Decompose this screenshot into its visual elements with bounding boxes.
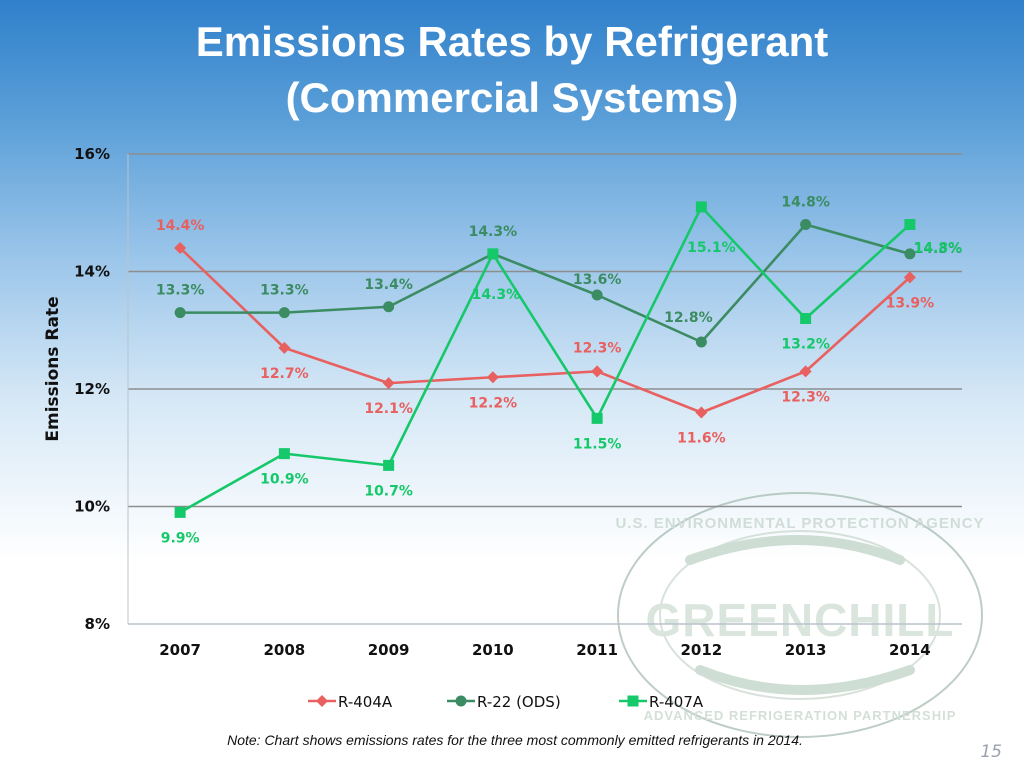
series-2-data-label: 10.9% xyxy=(260,472,309,488)
legend-label: R-407A xyxy=(649,693,704,711)
series-0-data-label: 12.7% xyxy=(260,366,309,382)
series-0-data-label: 12.3% xyxy=(781,389,830,405)
series-0-data-label: 11.6% xyxy=(677,431,726,447)
series-2-data-label: 15.1% xyxy=(687,240,736,256)
watermark-arrow-top-icon xyxy=(685,535,905,565)
series-1-data-label: 13.6% xyxy=(573,272,622,288)
series-1-data-label: 14.3% xyxy=(469,224,518,240)
x-tick-label: 2007 xyxy=(159,641,201,659)
series-0-data-label: 12.2% xyxy=(469,395,518,411)
series-2-data-label: 14.8% xyxy=(914,241,963,257)
slide-title: Emissions Rates by Refrigerant (Commerci… xyxy=(0,14,1024,126)
series-1-point xyxy=(383,301,395,313)
watermark-inner-ring xyxy=(659,530,941,700)
series-1-data-label: 13.3% xyxy=(156,283,205,299)
series-1-point xyxy=(695,336,707,348)
x-tick-label: 2012 xyxy=(681,641,723,659)
series-0-point xyxy=(591,365,604,378)
series-2-point xyxy=(800,313,812,324)
series-2-data-label: 10.7% xyxy=(364,483,413,499)
series-2-data-label: 14.3% xyxy=(472,287,521,303)
series-1-data-label: 14.3% xyxy=(914,241,963,257)
x-tick-label: 2010 xyxy=(472,641,514,659)
series-0-point xyxy=(695,406,708,419)
series-2-data-label: 11.5% xyxy=(573,436,622,452)
series-0-data-label: 14.4% xyxy=(156,218,205,234)
x-tick-label: 2011 xyxy=(576,641,618,659)
x-tick-label: 2013 xyxy=(785,641,827,659)
series-2-line xyxy=(179,205,911,514)
series-0-point xyxy=(382,377,395,390)
y-tick-label: 12% xyxy=(74,380,110,398)
series-0-data-label: 13.9% xyxy=(886,295,935,311)
series-0-point xyxy=(799,365,812,378)
series-1-point xyxy=(800,219,812,230)
y-tick-label: 10% xyxy=(74,498,110,516)
series-2-point xyxy=(904,219,916,230)
x-tick-label: 2008 xyxy=(264,641,306,659)
series-0-point xyxy=(316,695,328,707)
x-tick-label: 2009 xyxy=(368,641,410,659)
series-2-point xyxy=(278,448,290,460)
page-number: 15 xyxy=(980,742,1002,762)
series-1-data-label: 14.8% xyxy=(781,195,830,211)
series-2-data-label: 9.9% xyxy=(161,530,200,546)
series-2-data-label: 13.2% xyxy=(781,337,830,353)
series-1-point xyxy=(591,289,603,301)
series-2-point xyxy=(487,248,499,260)
series-0-point xyxy=(174,242,187,254)
series-2-point xyxy=(627,695,639,707)
series-1-line xyxy=(180,223,911,344)
watermark-arrow-bottom-icon xyxy=(695,665,915,695)
series-2-point xyxy=(174,506,186,518)
series-1-point xyxy=(278,307,290,319)
watermark-ring-text-bottom: ADVANCED REFRIGERATION PARTNERSHIP xyxy=(644,708,957,723)
footnote: Note: Chart shows emissions rates for th… xyxy=(227,732,803,748)
x-tick-label: 2014 xyxy=(889,641,931,659)
watermark-logo-text: GREENCHILL xyxy=(646,594,955,646)
watermark-outer-ring xyxy=(617,492,983,738)
series-0-point xyxy=(486,371,499,384)
series-0-point xyxy=(903,271,916,284)
series-2-point xyxy=(695,201,707,213)
series-0-line xyxy=(179,247,911,414)
series-1-data-label: 13.4% xyxy=(364,277,413,293)
series-2-point xyxy=(383,459,395,471)
legend-label: R-22 (ODS) xyxy=(477,693,561,711)
slide-title-line1: Emissions Rates by Refrigerant xyxy=(195,18,829,65)
series-1-point xyxy=(904,248,916,260)
series-0-data-label: 12.3% xyxy=(573,340,622,356)
watermark-ring-text-top: U.S. ENVIRONMENTAL PROTECTION AGENCY xyxy=(615,515,984,532)
slide-title-line2: (Commercial Systems) xyxy=(285,74,739,121)
y-axis-title: Emissions Rate xyxy=(43,296,63,441)
series-1-data-label: 12.8% xyxy=(664,310,713,326)
series-1-point xyxy=(174,307,186,319)
y-tick-label: 8% xyxy=(85,615,110,633)
series-1-point xyxy=(455,695,467,707)
series-2-point xyxy=(591,412,603,424)
series-0-data-label: 12.1% xyxy=(364,401,413,417)
legend-label: R-404A xyxy=(338,693,393,711)
series-0-point xyxy=(278,341,291,354)
y-tick-label: 14% xyxy=(74,263,110,281)
y-tick-label: 16% xyxy=(74,145,110,163)
series-1-data-label: 13.3% xyxy=(260,283,309,299)
greenchill-watermark: GREENCHILL U.S. ENVIRONMENTAL PROTECTION … xyxy=(615,492,984,738)
